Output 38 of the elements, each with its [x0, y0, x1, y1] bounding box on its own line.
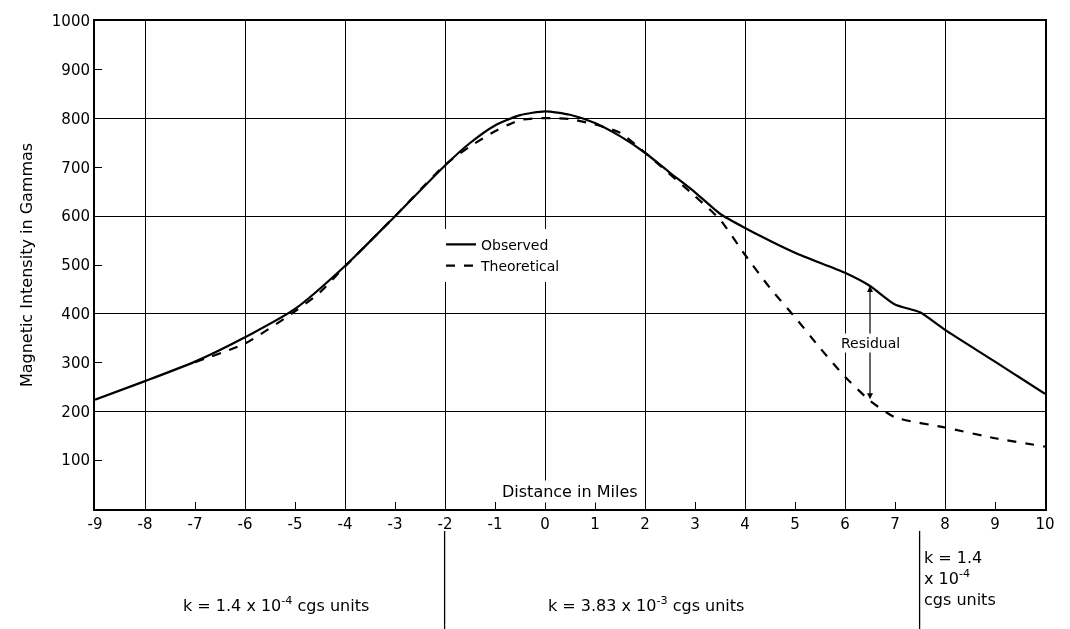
y-tick-label: 100	[61, 451, 90, 470]
x-tick-label: 5	[790, 515, 800, 533]
x-tick-label: 6	[840, 515, 850, 533]
y-tick-label: 1000	[51, 12, 90, 31]
y-tick-label: 200	[61, 402, 90, 421]
x-tick-label: 7	[890, 515, 900, 533]
y-tick-label: 700	[61, 158, 90, 177]
x-tick-label: 2	[640, 515, 650, 533]
x-tick-label: 3	[690, 515, 700, 533]
x-tick-label: 1	[590, 515, 600, 533]
x-tick-label: -5	[287, 515, 303, 533]
x-tick-label: 10	[1035, 515, 1055, 533]
y-tick-label: 500	[61, 256, 90, 275]
text: k = 1.4 x 10$^{-4}$ cgs units	[924, 548, 996, 609]
x-tick-label: -1	[487, 515, 503, 533]
x-tick-label: -8	[137, 515, 153, 533]
x-tick-label: 9	[990, 515, 1000, 533]
annotation: Residual	[841, 335, 901, 351]
x-tick-label: -6	[237, 515, 253, 533]
text: k = 3.83 x 10$^{-3}$ cgs units	[548, 594, 745, 615]
y-tick-label: 600	[61, 207, 90, 226]
x-tick-label: -9	[87, 515, 103, 533]
x-tick-label: 8	[940, 515, 950, 533]
text: k = 1.4 x 10$^{-4}$ cgs units	[183, 594, 370, 615]
y-tick-label: 300	[61, 353, 90, 372]
y-tick-label: 900	[61, 61, 90, 80]
x-axis-title: Distance in Miles	[502, 482, 638, 501]
y-axis-title: Magnetic Intensity in Gammas	[17, 142, 37, 388]
y-tick-label: 800	[61, 109, 90, 128]
x-tick-label: 0	[540, 515, 550, 533]
x-tick-label: -4	[337, 515, 353, 533]
x-tick-label: -7	[187, 515, 203, 533]
x-tick-label: 4	[740, 515, 750, 533]
x-tick-label: -2	[437, 515, 453, 533]
x-tick-label: -3	[387, 515, 403, 533]
legend-label: Observed	[481, 236, 549, 253]
legend-label: Theoretical	[480, 258, 560, 274]
y-tick-label: 400	[61, 305, 90, 324]
